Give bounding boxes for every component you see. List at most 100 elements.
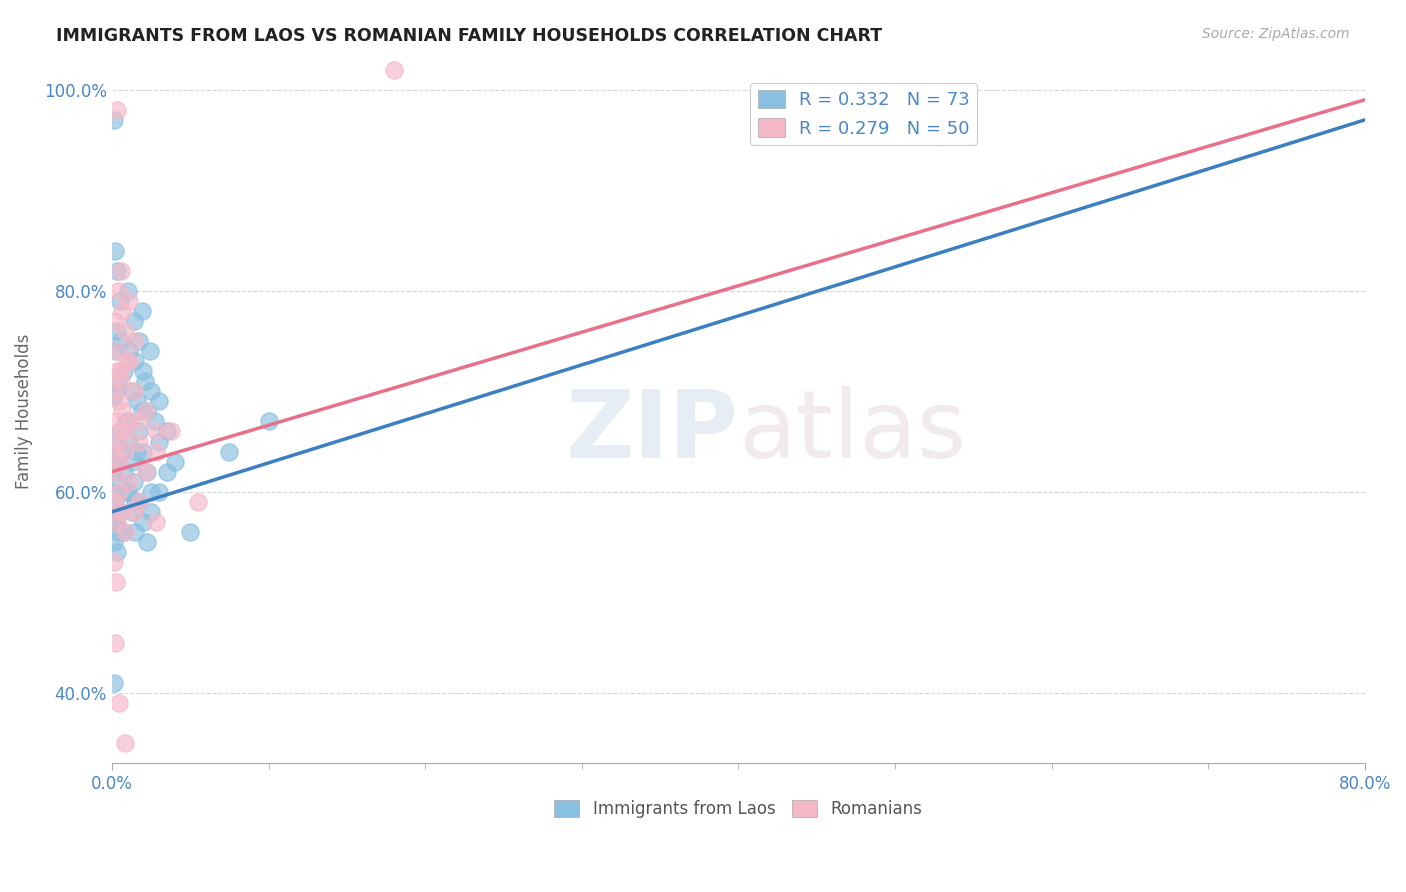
Point <box>110 263 132 277</box>
Point <box>187 495 209 509</box>
Point <box>118 354 141 368</box>
Point <box>145 425 167 439</box>
Point <box>118 434 141 449</box>
Point <box>110 444 132 458</box>
Point <box>105 545 128 559</box>
Point <box>103 112 125 127</box>
Point <box>105 455 128 469</box>
Point <box>148 484 170 499</box>
Point <box>103 455 125 469</box>
Point <box>108 505 131 519</box>
Point <box>156 465 179 479</box>
Point <box>104 344 127 359</box>
Y-axis label: Family Households: Family Households <box>15 334 32 489</box>
Point <box>114 425 136 439</box>
Point <box>136 465 159 479</box>
Point <box>110 505 132 519</box>
Point <box>122 334 145 348</box>
Point <box>124 495 146 509</box>
Point <box>179 524 201 539</box>
Point <box>122 475 145 489</box>
Point <box>143 414 166 428</box>
Point <box>160 425 183 439</box>
Point <box>112 524 135 539</box>
Point <box>114 524 136 539</box>
Point <box>121 505 143 519</box>
Point <box>125 444 148 458</box>
Text: Source: ZipAtlas.com: Source: ZipAtlas.com <box>1202 27 1350 41</box>
Point <box>103 535 125 549</box>
Legend: Immigrants from Laos, Romanians: Immigrants from Laos, Romanians <box>548 794 929 825</box>
Point <box>148 434 170 449</box>
Point <box>139 384 162 399</box>
Point <box>118 293 141 308</box>
Point <box>108 394 131 409</box>
Point <box>132 444 155 458</box>
Point <box>110 425 132 439</box>
Point <box>105 103 128 117</box>
Point <box>104 414 127 428</box>
Point <box>145 515 167 529</box>
Point <box>112 364 135 378</box>
Point <box>105 324 128 338</box>
Point <box>107 284 129 298</box>
Point <box>122 314 145 328</box>
Point <box>118 414 141 428</box>
Point <box>104 495 127 509</box>
Point <box>103 444 125 458</box>
Point <box>105 434 128 449</box>
Point <box>136 404 159 418</box>
Text: IMMIGRANTS FROM LAOS VS ROMANIAN FAMILY HOUSEHOLDS CORRELATION CHART: IMMIGRANTS FROM LAOS VS ROMANIAN FAMILY … <box>56 27 883 45</box>
Point <box>103 389 125 403</box>
Point <box>115 484 138 499</box>
Point <box>257 414 280 428</box>
Point <box>122 384 145 399</box>
Point <box>128 414 150 428</box>
Point <box>110 374 132 388</box>
Point <box>156 425 179 439</box>
Point <box>105 344 128 359</box>
Point <box>135 465 157 479</box>
Point <box>128 495 150 509</box>
Point <box>104 484 127 499</box>
Point <box>111 303 134 318</box>
Point <box>104 384 127 399</box>
Point <box>108 696 131 710</box>
Point <box>131 303 153 318</box>
Point <box>107 364 129 378</box>
Point <box>125 394 148 409</box>
Point <box>104 495 127 509</box>
Point <box>103 675 125 690</box>
Point <box>114 324 136 338</box>
Point <box>131 404 153 418</box>
Point <box>138 344 160 359</box>
Point <box>132 364 155 378</box>
Point <box>104 635 127 649</box>
Point <box>103 555 125 569</box>
Point <box>104 465 127 479</box>
Point <box>118 344 141 359</box>
Point <box>122 505 145 519</box>
Point <box>163 455 186 469</box>
Point <box>107 475 129 489</box>
Point <box>115 414 138 428</box>
Point <box>103 515 125 529</box>
Point <box>104 515 127 529</box>
Point <box>136 535 159 549</box>
Point <box>104 244 127 258</box>
Point <box>128 495 150 509</box>
Point <box>218 444 240 458</box>
Point <box>108 364 131 378</box>
Point <box>108 425 131 439</box>
Point <box>111 404 134 418</box>
Point <box>108 484 131 499</box>
Point <box>107 263 129 277</box>
Point <box>117 484 139 499</box>
Point <box>117 414 139 428</box>
Point <box>139 505 162 519</box>
Text: atlas: atlas <box>738 386 967 478</box>
Point <box>124 354 146 368</box>
Point <box>128 334 150 348</box>
Point <box>104 314 127 328</box>
Point <box>118 475 141 489</box>
